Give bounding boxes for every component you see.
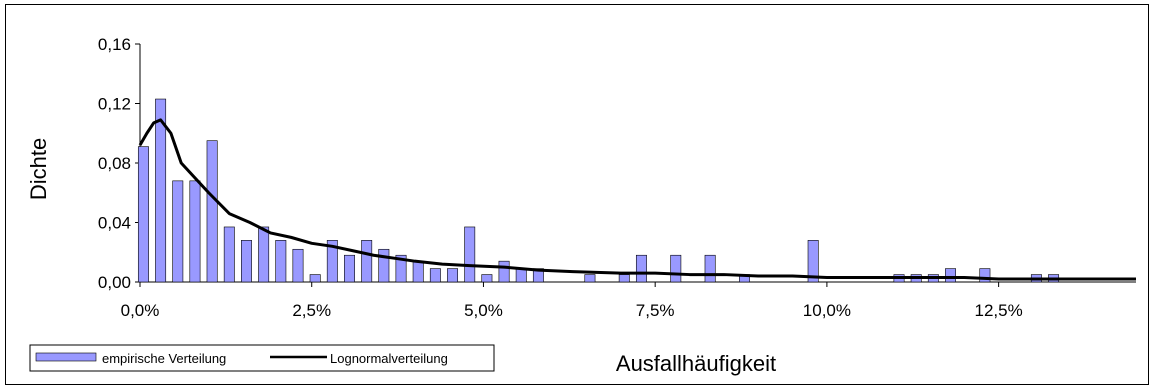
bar	[481, 274, 493, 283]
bar	[635, 254, 647, 283]
legend: empirische Verteilung Lognormalverteilun…	[29, 344, 495, 372]
bar	[326, 240, 338, 283]
bar	[344, 254, 355, 283]
bar	[361, 240, 373, 283]
bar	[618, 274, 630, 283]
bar	[137, 146, 149, 283]
legend-label-lognormal: Lognormalverteilung	[330, 351, 448, 366]
legend-box	[29, 344, 495, 372]
bar	[241, 240, 252, 283]
y-tick-label: 0,12	[98, 95, 131, 114]
y-tick-label: 0,16	[98, 35, 131, 54]
bar	[189, 180, 201, 283]
bar	[429, 268, 441, 283]
bar	[498, 260, 510, 283]
bar	[206, 140, 218, 283]
bar	[275, 240, 287, 283]
legend-swatch-bar	[35, 352, 97, 362]
bar	[309, 274, 321, 283]
bar	[395, 254, 407, 283]
x-tick-label: 5,0%	[464, 301, 503, 320]
bar	[464, 226, 476, 283]
bar	[979, 268, 991, 283]
bar	[223, 226, 235, 283]
y-tick-label: 0,08	[98, 154, 131, 173]
y-tick-label: 0,00	[98, 273, 131, 292]
bar	[515, 268, 527, 283]
chart-frame: 0,00 0,04 0,08 0,12 0,16 0,0% 2,5% 5,0% 7,5% 10,0…	[5, 4, 1149, 385]
bar	[584, 274, 596, 283]
plot-area: 0,00 0,04 0,08 0,12 0,16 0,0% 2,5% 5,0% 7,5% 10,0…	[98, 35, 1136, 320]
x-tick-label: 7,5%	[636, 301, 675, 320]
bar	[945, 268, 956, 283]
series-line-lognormal	[138, 118, 1136, 281]
x-tick-label: 0,0%	[121, 301, 160, 320]
bar	[155, 98, 167, 283]
legend-label-empirical: empirische Verteilung	[102, 351, 226, 366]
bar	[258, 226, 270, 283]
bar	[412, 260, 424, 283]
x-tick-label: 12,5%	[975, 301, 1023, 320]
x-axis-title: Ausfallhäufigkeit	[616, 351, 776, 376]
bar	[670, 254, 682, 283]
chart-svg: 0,00 0,04 0,08 0,12 0,16 0,0% 2,5% 5,0% 7,5% 10,0…	[26, 35, 1136, 376]
bar	[378, 248, 390, 283]
bar	[447, 268, 458, 283]
bar	[292, 248, 304, 283]
y-axis-title: Dichte	[26, 138, 51, 200]
x-tick-label: 10,0%	[803, 301, 851, 320]
bar	[704, 254, 716, 283]
y-tick-label: 0,04	[98, 214, 131, 233]
bar	[807, 240, 819, 283]
x-tick-label: 2,5%	[292, 301, 331, 320]
bar	[172, 180, 184, 283]
